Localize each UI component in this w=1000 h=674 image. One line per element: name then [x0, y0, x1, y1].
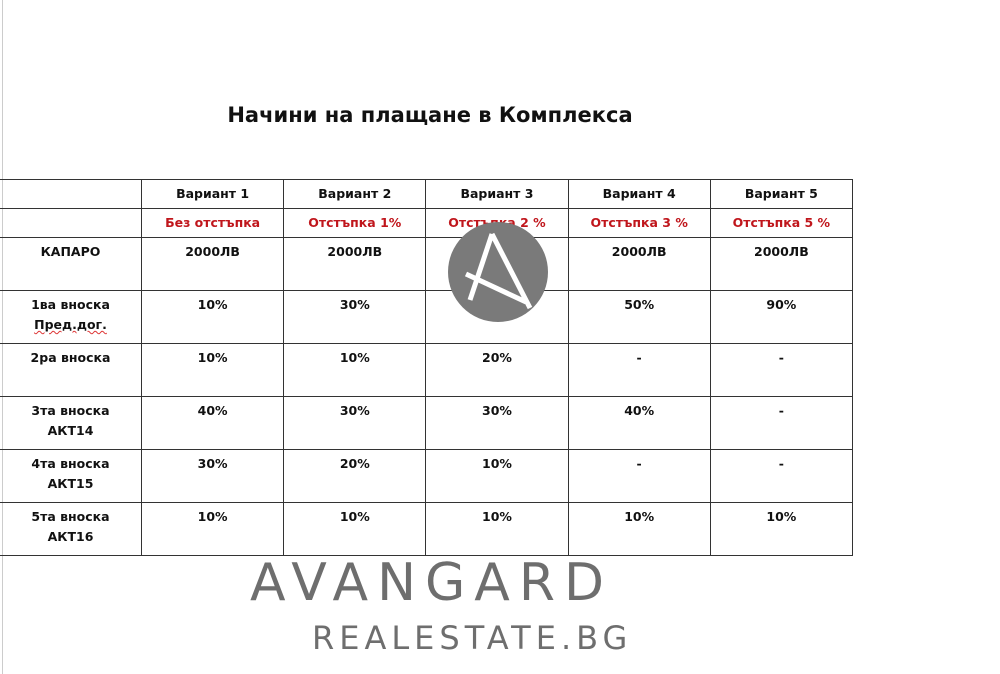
header-cell: Вариант 3	[425, 179, 569, 209]
table-row: 5та вноска АКТ16 10% 10% 10% 10% 10%	[0, 502, 854, 556]
value-cell: 20%	[425, 343, 569, 397]
value-cell: 30%	[425, 290, 569, 344]
discount-cell: Отстъпка 5 %	[709, 208, 854, 238]
row-label-cell: 3та вноска АКТ14	[0, 396, 142, 450]
discount-cell	[0, 208, 142, 238]
value-cell: 40%	[567, 396, 711, 450]
value-cell: 90%	[709, 290, 854, 344]
discount-cell: Отстъпка 3 %	[567, 208, 711, 238]
row-label-cell: 2ра вноска	[0, 343, 142, 397]
table-row: КАПАРО 2000ЛВ 2000ЛВ 2000ЛВ 2000ЛВ 2000ЛВ	[0, 237, 854, 291]
value-cell: -	[567, 343, 711, 397]
row-label-line: 1ва вноска	[31, 297, 110, 312]
value-cell: -	[709, 449, 854, 503]
value-cell: 10%	[140, 343, 285, 397]
value-cell: 10%	[567, 502, 711, 556]
row-label-line: Пред.дог.	[34, 317, 107, 332]
value-cell: 2000ЛВ	[709, 237, 854, 291]
row-label-line: КАПАРО	[40, 244, 101, 259]
row-label-line: АКТ15	[47, 476, 94, 491]
value-cell: -	[709, 343, 854, 397]
page-title: Начини на плащане в Комплекса	[227, 103, 633, 127]
header-cell: Вариант 5	[709, 179, 854, 209]
row-label-line: АКТ14	[47, 423, 94, 438]
value-cell: 30%	[140, 449, 285, 503]
value-cell: 10%	[425, 449, 569, 503]
value-cell: -	[567, 449, 711, 503]
header-cell	[0, 179, 142, 209]
value-cell: 10%	[709, 502, 854, 556]
row-label-cell: КАПАРО	[0, 237, 142, 291]
discount-cell: Без отстъпка	[140, 208, 285, 238]
header-cell: Вариант 2	[283, 179, 427, 209]
value-cell: 10%	[283, 502, 427, 556]
value-cell: 10%	[140, 502, 285, 556]
row-label-line: АКТ16	[47, 529, 94, 544]
row-label-line: 2ра вноска	[30, 350, 111, 365]
payment-table: Вариант 1 Вариант 2 Вариант 3 Вариант 4 Вари…	[0, 179, 854, 556]
value-cell: 30%	[283, 290, 427, 344]
value-cell: -	[709, 396, 854, 450]
table-row: 1ва вноска Пред.дог. 10% 30% 30% 50% 90%	[0, 290, 854, 344]
header-cell: Вариант 4	[567, 179, 711, 209]
row-label-cell: 1ва вноска Пред.дог.	[0, 290, 142, 344]
row-label-line: 4та вноска	[31, 456, 110, 471]
value-cell: 20%	[283, 449, 427, 503]
table-row: 3та вноска АКТ14 40% 30% 30% 40% -	[0, 396, 854, 450]
table-row: 2ра вноска 10% 10% 20% - -	[0, 343, 854, 397]
row-label-cell: 4та вноска АКТ15	[0, 449, 142, 503]
value-cell: 2000ЛВ	[140, 237, 285, 291]
value-cell: 10%	[425, 502, 569, 556]
header-row: Вариант 1 Вариант 2 Вариант 3 Вариант 4 Вари…	[0, 179, 854, 209]
value-cell: 10%	[140, 290, 285, 344]
discount-cell: Отстъпка 1%	[283, 208, 427, 238]
discount-cell: Отстъпка 2 %	[425, 208, 569, 238]
row-label-line: 3та вноска	[31, 403, 110, 418]
table-row: 4та вноска АКТ15 30% 20% 10% - -	[0, 449, 854, 503]
value-cell: 40%	[140, 396, 285, 450]
value-cell: 30%	[283, 396, 427, 450]
watermark-brand: AVANGARD	[250, 553, 614, 613]
value-cell: 2000ЛВ	[283, 237, 427, 291]
watermark-domain: REALESTATE.BG	[312, 619, 633, 657]
value-cell: 50%	[567, 290, 711, 344]
header-cell: Вариант 1	[140, 179, 285, 209]
value-cell: 10%	[283, 343, 427, 397]
value-cell: 2000ЛВ	[425, 237, 569, 291]
value-cell: 30%	[425, 396, 569, 450]
row-label-line: 5та вноска	[31, 509, 110, 524]
value-cell: 2000ЛВ	[567, 237, 711, 291]
row-label-cell: 5та вноска АКТ16	[0, 502, 142, 556]
discount-row: Без отстъпка Отстъпка 1% Отстъпка 2 % Отстъ…	[0, 208, 854, 238]
